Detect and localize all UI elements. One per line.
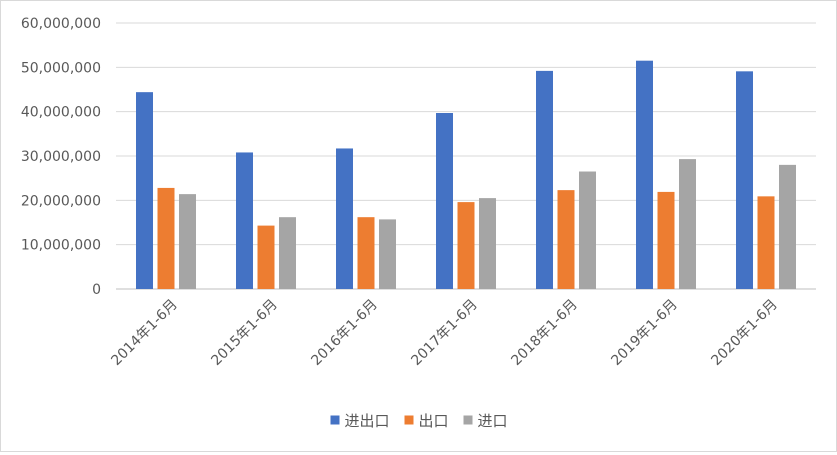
bar [657, 191, 675, 289]
bar [757, 196, 775, 289]
y-tick-label: 60,000,000 [21, 16, 101, 32]
bar [257, 225, 275, 289]
x-tick-label: 2014年1-6月 [108, 297, 180, 369]
legend-swatch [330, 415, 340, 425]
bar [136, 92, 153, 289]
bar [236, 152, 253, 289]
bar [357, 217, 375, 289]
bar [279, 217, 296, 289]
bar [179, 194, 196, 289]
legend: 进出口 出口 进口 [330, 412, 508, 430]
y-tick-label: 30,000,000 [21, 149, 101, 165]
legend-label: 进口 [478, 412, 508, 430]
bars [136, 60, 796, 289]
bar [636, 60, 653, 289]
legend-swatch [463, 415, 473, 425]
bar [779, 164, 796, 289]
x-tick-label: 2019年1-6月 [608, 297, 680, 369]
y-tick-label: 40,000,000 [21, 105, 101, 121]
legend-item: 进口 [463, 412, 508, 430]
bar [736, 71, 753, 289]
legend-item: 进出口 [330, 412, 390, 430]
y-tick-label: 20,000,000 [21, 193, 101, 209]
bar [436, 112, 453, 289]
legend-item: 出口 [404, 412, 449, 430]
x-tick-label: 2017年1-6月 [408, 297, 480, 369]
x-axis-tick-labels: 2014年1-6月 2015年1-6月 2016年1-6月 2017年1-6月 2018… [108, 297, 780, 369]
legend-swatch [404, 415, 414, 425]
bar [379, 219, 396, 289]
bar [557, 190, 575, 289]
legend-label: 出口 [419, 412, 449, 430]
bar [157, 187, 175, 289]
bar [536, 70, 553, 289]
y-tick-label: 50,000,000 [21, 60, 101, 76]
y-tick-label: 10,000,000 [21, 238, 101, 254]
x-tick-label: 2016年1-6月 [308, 297, 380, 369]
x-tick-label: 2020年1-6月 [708, 297, 780, 369]
x-tick-label: 2015年1-6月 [208, 297, 280, 369]
bar [679, 159, 696, 289]
y-axis-tick-labels: 0 10,000,000 20,000,000 30,000,000 40,000,00… [21, 16, 101, 298]
y-tick-label: 0 [92, 282, 101, 298]
bar [479, 198, 496, 289]
legend-label: 进出口 [345, 412, 390, 430]
bar [579, 171, 596, 289]
bar [336, 148, 353, 289]
gridlines [116, 22, 816, 290]
bar [457, 202, 475, 289]
x-tick-label: 2018年1-6月 [508, 297, 580, 369]
